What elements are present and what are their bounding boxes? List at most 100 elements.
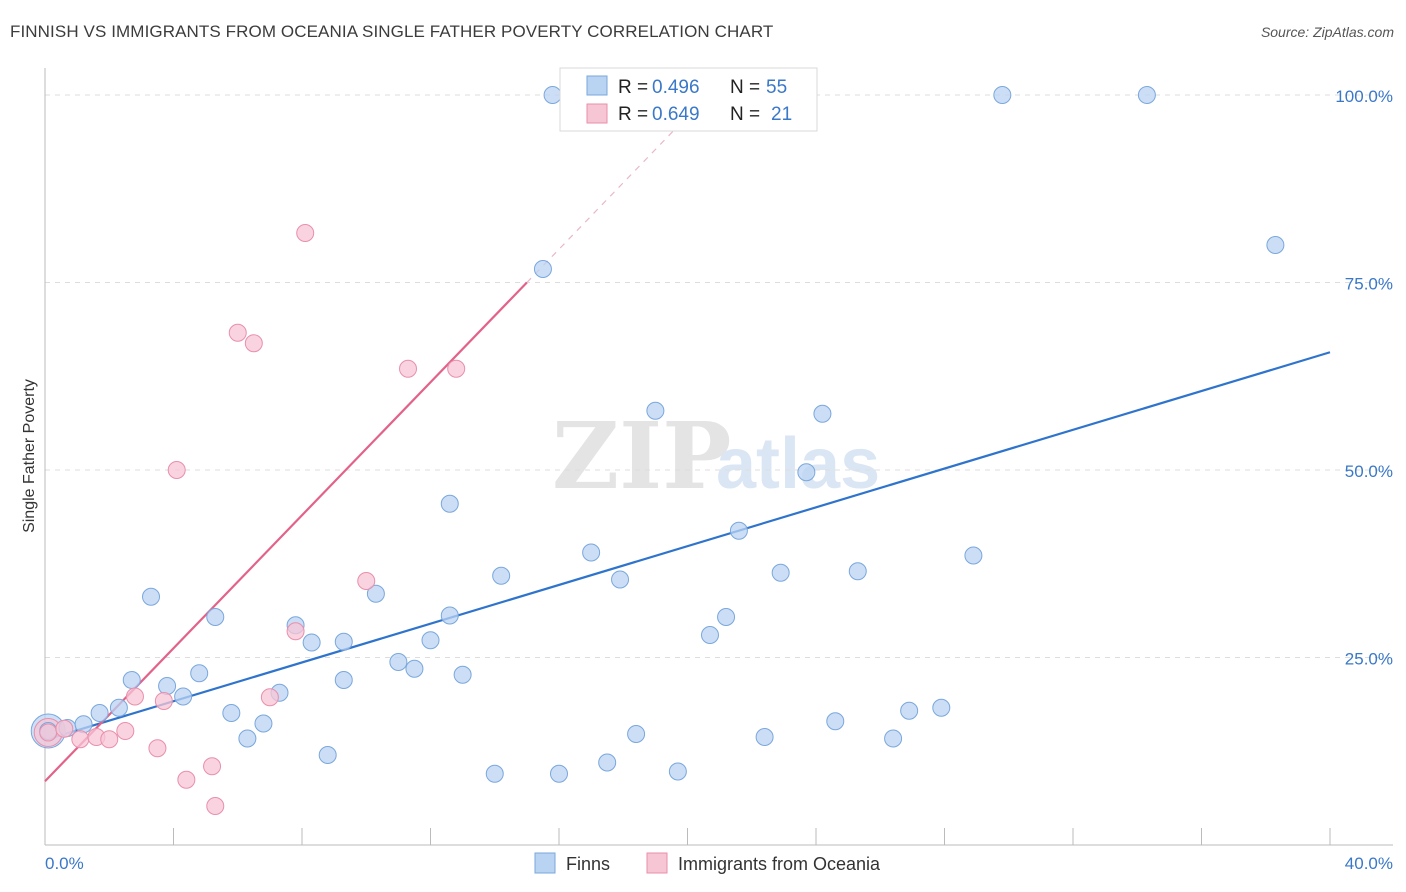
- finns-r-value: 0.496: [652, 77, 700, 98]
- legend-oceania-swatch: [646, 852, 668, 874]
- chart-title: FINNISH VS IMMIGRANTS FROM OCEANIA SINGL…: [10, 22, 774, 41]
- legend-oceania-label: Immigrants from Oceania: [678, 854, 881, 874]
- finns-stats-swatch: [586, 75, 608, 96]
- oceania-point: [206, 797, 225, 815]
- oceania-n-label: N =: [730, 104, 760, 125]
- y-tick-label: 50.0%: [1345, 462, 1393, 481]
- chart-source: Source: ZipAtlas.com: [1260, 24, 1394, 40]
- finns-point: [717, 608, 736, 626]
- oceania-point: [177, 770, 196, 789]
- oceania-point: [55, 719, 74, 738]
- finns-point: [627, 725, 646, 743]
- finns-r-label: R =: [618, 77, 648, 98]
- y-axis-title: Single Father Poverty: [21, 379, 38, 533]
- finns-point: [700, 626, 719, 644]
- oceania-point: [286, 622, 305, 641]
- finns-point: [848, 562, 867, 581]
- finns-point: [492, 566, 511, 585]
- oceania-point: [296, 224, 315, 242]
- oceania-point: [244, 334, 263, 353]
- y-axis-tick-labels: 25.0% 50.0% 75.0% 100.0%: [1335, 87, 1393, 669]
- finns-point: [254, 714, 273, 733]
- data-points: [30, 86, 1285, 815]
- oceania-point: [148, 739, 167, 758]
- oceania-point: [154, 692, 173, 710]
- x-tick-label-max: 40.0%: [1345, 854, 1393, 873]
- finns-point: [109, 698, 128, 717]
- stats-legend: R = 0.496 N = 55 R = 0.649 N = 21: [559, 67, 818, 132]
- oceania-point: [357, 572, 376, 590]
- finns-point: [190, 664, 209, 683]
- oceania-point: [71, 730, 90, 749]
- finns-point: [611, 570, 630, 589]
- finns-point: [485, 764, 504, 783]
- finns-point: [366, 584, 385, 603]
- finns-point: [238, 729, 257, 748]
- finns-point: [533, 260, 552, 278]
- oceania-point: [447, 359, 466, 378]
- oceania-point: [228, 323, 247, 342]
- oceania-stats-swatch: [586, 103, 608, 124]
- oceania-point: [399, 359, 418, 378]
- bottom-legend: Finns Immigrants from Oceania: [534, 852, 881, 874]
- finns-point: [440, 606, 459, 625]
- finns-point: [646, 401, 665, 420]
- finns-point: [318, 746, 337, 764]
- finns-point: [582, 543, 601, 562]
- finns-trend-line: [44, 351, 1331, 742]
- oceania-point: [125, 687, 144, 706]
- finns-point: [964, 546, 983, 565]
- finns-point: [122, 671, 141, 689]
- finns-point: [932, 698, 951, 717]
- finns-point: [206, 608, 225, 626]
- finns-n-value: 55: [766, 77, 787, 98]
- finns-point: [334, 671, 353, 689]
- finns-point: [174, 687, 193, 706]
- finns-point: [1137, 86, 1156, 104]
- y-tick-label: 25.0%: [1345, 650, 1393, 669]
- finns-point: [993, 86, 1012, 104]
- finns-point: [421, 631, 440, 650]
- oceania-n-value: 21: [771, 104, 792, 125]
- watermark-atlas: atlas: [716, 424, 880, 504]
- legend-finns-swatch: [534, 852, 556, 874]
- finns-point: [74, 715, 93, 734]
- finns-point: [884, 729, 903, 748]
- oceania-point: [260, 688, 279, 707]
- finns-point: [543, 86, 562, 104]
- finns-point: [302, 633, 321, 652]
- legend-finns-label: Finns: [566, 854, 610, 874]
- watermark: ZIP atlas: [552, 402, 880, 510]
- finns-point: [90, 704, 109, 722]
- finns-point: [389, 653, 408, 671]
- finns-point: [405, 659, 424, 678]
- x-tick-label-min: 0.0%: [45, 854, 84, 873]
- y-tick-label: 75.0%: [1345, 275, 1393, 294]
- oceania-r-value: 0.649: [652, 104, 700, 125]
- oceania-r-label: R =: [618, 104, 648, 125]
- watermark-zip: ZIP: [552, 402, 731, 510]
- finns-point: [826, 712, 845, 731]
- y-tick-label: 100.0%: [1335, 87, 1393, 106]
- finns-point: [771, 563, 790, 582]
- x-axis-ticks: [44, 828, 1331, 845]
- finns-point: [729, 521, 748, 540]
- oceania-point: [39, 723, 58, 742]
- finns-point: [142, 587, 161, 606]
- finns-point: [813, 404, 832, 423]
- finns-point: [598, 753, 617, 772]
- gridlines: [45, 94, 1393, 658]
- finns-point: [440, 494, 459, 513]
- finns-n-label: N =: [730, 77, 760, 98]
- finns-point: [668, 762, 687, 781]
- oceania-point: [116, 722, 135, 740]
- finns-point: [797, 463, 816, 482]
- oceania-point: [203, 757, 222, 776]
- oceania-point: [100, 730, 119, 749]
- finns-point: [158, 677, 177, 695]
- oceania-trend-line: [44, 281, 528, 783]
- trend-lines: [44, 79, 1331, 783]
- finns-point: [550, 764, 568, 783]
- oceania-point: [167, 461, 186, 479]
